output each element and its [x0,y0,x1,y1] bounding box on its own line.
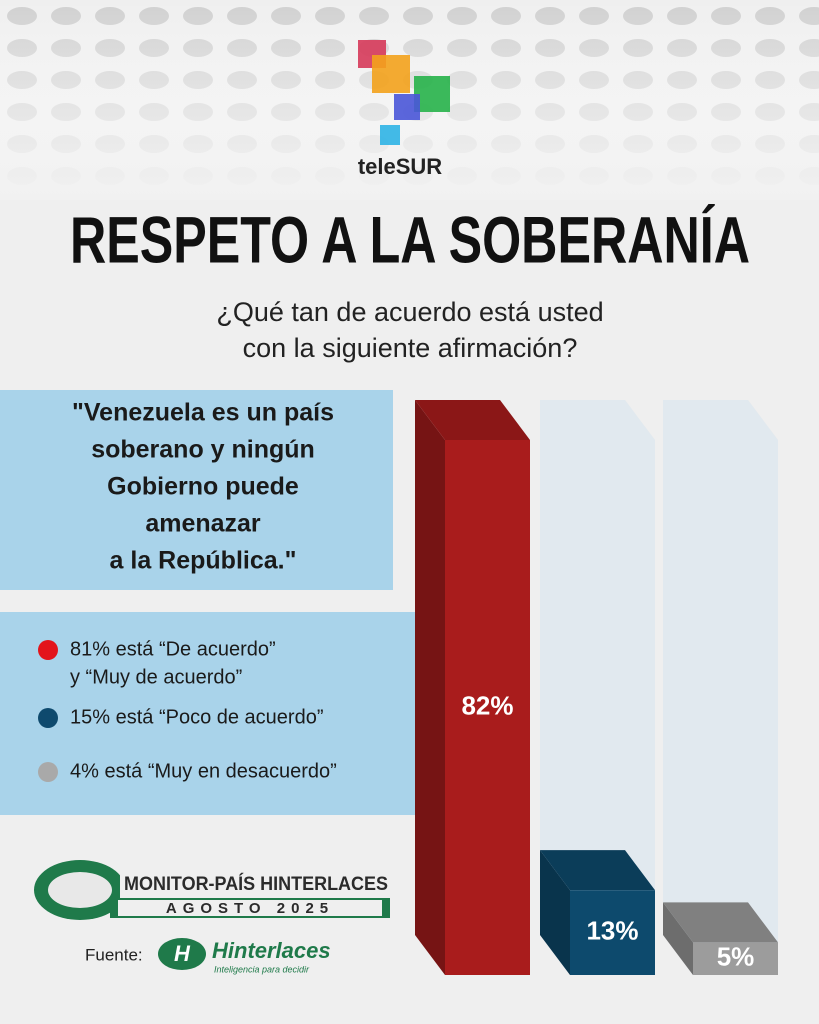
bar [570,890,655,975]
value-label: 5% [717,942,755,972]
value-label: 82% [461,690,513,720]
source: Fuente: H Hinterlaces Inteligencia para … [85,938,331,975]
bar [693,942,778,975]
legend-label: 4% está “Muy en desacuerdo” [70,760,337,782]
source-label: Fuente: [85,945,143,964]
chart-title: RESPETO A LA SOBERANÍA [70,202,750,276]
legend-dot [38,640,58,660]
bar-top [415,400,530,440]
source-tagline: Inteligencia para decidir [214,964,310,974]
legend-dot [38,708,58,728]
quote-line: soberano y ningún [91,436,315,464]
subtitle: ¿Qué tan de acuerdo está usted [216,297,603,327]
bar-ghost [663,400,778,975]
bar-ghost [540,400,655,975]
legend-panel [0,612,415,815]
quote-line: Gobierno puede [107,473,299,501]
brand: teleSUR [358,154,442,179]
bar-side [540,850,570,975]
bar [445,440,530,975]
monitor-title: MONITOR-PAÍS HINTERLACES [124,873,388,895]
telesur-logo: teleSUR [358,40,450,179]
bar-side [663,902,693,975]
value-label: 13% [586,915,638,945]
subtitle: con la siguiente afirmación? [243,333,578,363]
monitor-date: AGOSTO 2025 [166,900,334,917]
quote-line: "Venezuela es un país [72,399,334,427]
bar-top [540,850,655,891]
bar-side [415,400,445,975]
monitor-logo: MONITOR-PAÍS HINTERLACES AGOSTO 2025 [34,860,392,920]
quote: "Venezuela es un país soberano y ningún Go… [72,399,334,575]
legend: 81% está “De acuerdo” y “Muy de acuerdo” 1… [38,638,337,782]
quote-line: amenazar [145,510,261,538]
bar-top [663,902,778,943]
legend-dot [38,762,58,782]
legend-label: 15% está “Poco de acuerdo” [70,706,324,728]
source-name: Hinterlaces [212,938,331,963]
quote-line: a la República." [110,547,297,575]
svg-text:H: H [174,941,191,966]
bars: 82% 13% 5% [415,400,778,975]
quote-panel [0,390,393,590]
legend-label: 81% está “De acuerdo” [70,638,276,660]
legend-label: y “Muy de acuerdo” [70,666,242,688]
